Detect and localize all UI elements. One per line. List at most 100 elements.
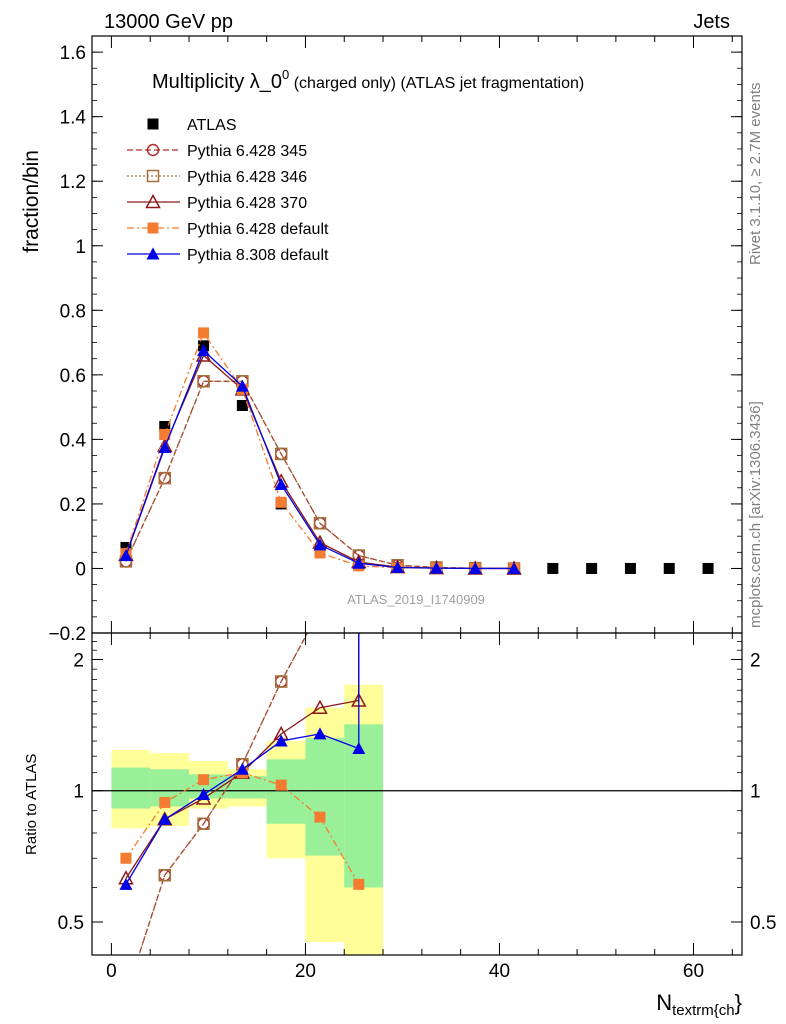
x-axis-title-main: N xyxy=(656,990,672,1015)
y-tick-label: 1.2 xyxy=(60,172,86,193)
ratio-y-tick-label-right: 1 xyxy=(750,782,761,803)
legend-marker xyxy=(147,222,159,234)
main-point xyxy=(198,327,210,339)
ratio-y-tick-label: 1 xyxy=(73,782,84,803)
ratio-point xyxy=(274,734,288,747)
main-line-3 xyxy=(125,380,515,570)
x-tick-label: 40 xyxy=(489,961,510,982)
x-tick-label: 20 xyxy=(295,961,316,982)
y-tick-label: 1 xyxy=(75,237,86,258)
legend-entry-1: ATLAS xyxy=(147,117,237,134)
main-point xyxy=(702,562,714,574)
legend-label: Pythia 6.428 default xyxy=(187,221,329,238)
main-point xyxy=(274,447,288,461)
mcplots-label: mcplots.cern.ch [arXiv:1306.3436] xyxy=(747,401,764,628)
analysis-id: ATLAS_2019_I1740909 xyxy=(347,592,485,607)
x-axis-title-sub: textrm{ch xyxy=(672,1002,735,1019)
ratio-point xyxy=(274,675,288,688)
main-panel: −0.2 0 0.2 0.4 0.6 0.8 1 1.2 1.4 1.6 xyxy=(48,35,743,645)
main-point xyxy=(159,420,171,432)
chart-title-rest: (charged only) (ATLAS jet fragmentation) xyxy=(289,75,584,92)
ratio-bands xyxy=(111,684,384,955)
y-tick-label: −0.2 xyxy=(48,624,86,645)
main-point xyxy=(586,562,598,574)
main-point xyxy=(624,562,636,574)
main-point xyxy=(158,440,172,453)
energy-label: 13000 GeV pp xyxy=(104,11,233,33)
main-point xyxy=(313,538,327,551)
legend-marker xyxy=(145,193,161,209)
legend: ATLAS Pythia 6.428 345 Pythia 6.428 346 Pyt… xyxy=(127,117,329,264)
legend-entry-6: Pythia 8.308 default xyxy=(127,247,329,264)
legend-marker xyxy=(147,118,159,130)
legend-marker xyxy=(146,169,160,183)
legend-marker xyxy=(146,143,160,157)
band-green xyxy=(111,767,151,809)
chart-title-main: Multiplicity λ_0 xyxy=(152,71,282,93)
y-tick-label: 0 xyxy=(75,559,86,580)
ratio-point xyxy=(235,762,249,775)
legend-entry-3: Pythia 6.428 346 xyxy=(127,169,307,186)
main-point xyxy=(197,375,210,388)
legend-entry-4: Pythia 6.428 370 xyxy=(127,193,307,212)
ratio-y-tick-label-right: 2 xyxy=(750,650,761,671)
x-axis-title-close: } xyxy=(735,990,742,1015)
legend-label: Pythia 8.308 default xyxy=(187,247,329,264)
main-point xyxy=(159,429,171,441)
x-tick-label: 60 xyxy=(683,961,704,982)
ratio-point xyxy=(198,774,210,786)
main-point xyxy=(236,399,248,411)
legend-label: Pythia 6.428 370 xyxy=(187,195,307,212)
ratio-point xyxy=(120,852,132,864)
ratio-point xyxy=(158,812,172,825)
band-green xyxy=(344,724,384,888)
main-point xyxy=(507,561,521,574)
ratio-point xyxy=(312,699,328,714)
ratio-point xyxy=(353,878,365,890)
main-point xyxy=(119,549,133,562)
chart-title-sup: 0 xyxy=(282,67,289,82)
main-series-layer xyxy=(118,327,714,575)
ratio-point xyxy=(197,817,210,830)
legend-entry-5: Pythia 6.428 default xyxy=(127,221,329,238)
main-point xyxy=(235,379,249,392)
main-point xyxy=(313,517,327,530)
main-point xyxy=(352,556,366,569)
band-green xyxy=(227,776,267,799)
ratio-y-tick-label: 2 xyxy=(73,650,84,671)
y-tick-label: 1.4 xyxy=(60,108,87,129)
band-green xyxy=(266,759,306,824)
band-green xyxy=(305,738,345,856)
y-tick-label: 0.4 xyxy=(60,430,87,451)
ratio-point xyxy=(197,788,211,801)
main-line-5 xyxy=(125,331,515,570)
ratio-point xyxy=(275,779,287,791)
ratio-point xyxy=(314,811,326,823)
main-point xyxy=(158,471,172,485)
legend-label: ATLAS xyxy=(187,117,237,134)
jets-label: Jets xyxy=(693,11,730,33)
y-tick-label: 0.8 xyxy=(60,301,86,322)
ratio-y-tick-label-right: 0.5 xyxy=(750,913,776,934)
main-ylabel: fraction/bin xyxy=(20,150,43,253)
legend-label: Pythia 6.428 345 xyxy=(187,143,307,160)
ratio-ylabel: Ratio to ATLAS xyxy=(23,754,40,855)
legend-entry-2: Pythia 6.428 345 xyxy=(127,143,307,160)
ratio-point xyxy=(159,796,171,808)
ratio-point xyxy=(119,877,133,890)
y-tick-label: 0.2 xyxy=(60,495,86,516)
ratio-point xyxy=(313,727,327,740)
main-frame xyxy=(91,35,743,634)
y-tick-label: 1.6 xyxy=(60,43,86,64)
x-tick-label: 0 xyxy=(106,961,117,982)
main-point xyxy=(547,562,559,574)
main-point xyxy=(275,496,287,508)
main-point xyxy=(663,562,675,574)
legend-label: Pythia 6.428 346 xyxy=(187,169,307,186)
rivet-label: Rivet 3.1.10, ≥ 2.7M events xyxy=(747,83,764,266)
main-point xyxy=(429,561,443,574)
chart-title: Multiplicity λ_00 (charged only) (ATLAS … xyxy=(152,67,584,93)
ratio-point xyxy=(158,868,172,882)
main-point xyxy=(197,344,211,357)
